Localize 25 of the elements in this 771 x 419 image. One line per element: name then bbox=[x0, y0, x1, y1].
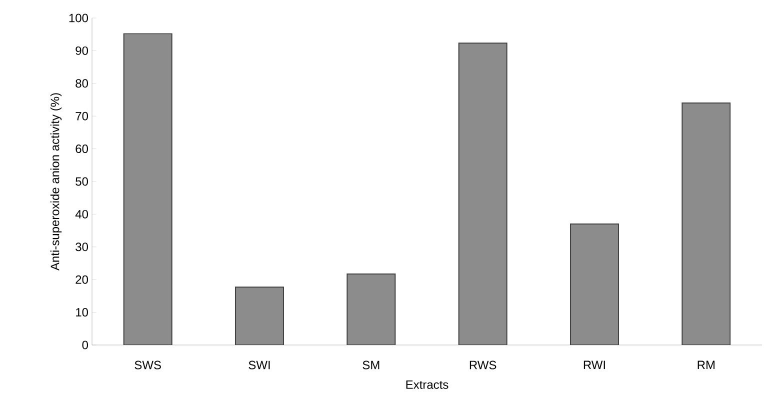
y-tick-label: 70 bbox=[76, 112, 88, 120]
bar bbox=[123, 33, 172, 345]
bar bbox=[682, 102, 731, 345]
y-tick-label: 50 bbox=[76, 177, 88, 186]
y-tick-label: 30 bbox=[76, 242, 88, 252]
y-tick-label: 90 bbox=[76, 46, 88, 55]
y-tick-label: 20 bbox=[76, 275, 88, 284]
bar bbox=[346, 274, 396, 345]
bar bbox=[458, 42, 508, 345]
y-tick-label: 80 bbox=[76, 79, 88, 88]
y-tick-label: 60 bbox=[76, 144, 88, 154]
y-axis-title: Anti-superoxide anion activity (%) bbox=[50, 93, 62, 271]
y-tick-label: 0 bbox=[82, 340, 88, 350]
x-tick-label: SWI bbox=[248, 360, 270, 370]
x-tick-label: SWS bbox=[134, 360, 161, 370]
x-tick-label: RWI bbox=[584, 360, 605, 370]
y-tick-label: 100 bbox=[69, 14, 88, 22]
y-tick-label: 10 bbox=[76, 308, 88, 317]
y-tick-label: 40 bbox=[75, 210, 88, 218]
x-axis-title: Extracts bbox=[406, 380, 448, 389]
bar bbox=[235, 286, 284, 345]
x-tick-label: RM bbox=[698, 360, 714, 370]
x-tick-label: RWS bbox=[470, 360, 496, 370]
bar bbox=[570, 224, 619, 345]
x-tick-label: SM bbox=[362, 360, 380, 370]
